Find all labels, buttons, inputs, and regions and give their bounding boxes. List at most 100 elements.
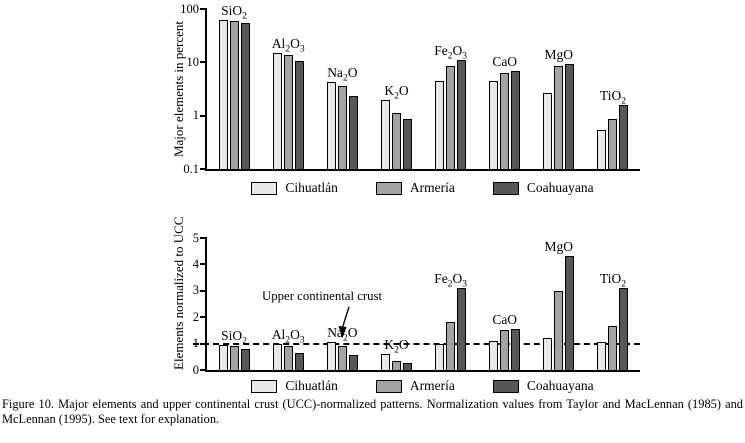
legend-swatch: [251, 181, 278, 195]
legend-label: Cihuatlán: [285, 378, 338, 393]
y-tick: [200, 369, 207, 371]
bar-cao-series3: [511, 329, 521, 370]
category-label-cao: CaO: [492, 53, 518, 69]
y-tick-label: 2: [192, 309, 199, 324]
bar-fe2o3-series2: [446, 66, 456, 169]
bar-na2o-series1: [326, 342, 336, 370]
bar-fe2o3-series3: [457, 288, 467, 370]
legend-label: Armería: [409, 378, 455, 393]
bar-na2o-series2: [337, 346, 347, 370]
y-axis-title-major-elements: Major elements in percent: [171, 20, 186, 158]
bar-cao-series2: [500, 73, 510, 169]
legend-item: Armería: [375, 180, 455, 196]
legend-item: Cihuatlán: [251, 180, 338, 196]
y-tick: [200, 237, 207, 239]
bar-mgo-series1: [543, 92, 553, 169]
legend-item: Armería: [375, 378, 455, 394]
legend-label: Armería: [409, 180, 455, 195]
y-tick-label: 100: [180, 1, 199, 16]
legend-label: Coahuayana: [526, 378, 594, 393]
category-label-mgo: MgO: [544, 46, 574, 62]
bar-cao-series1: [489, 80, 499, 169]
legend-item: Coahuayana: [492, 180, 594, 196]
bar-na2o-series2: [337, 85, 347, 169]
y-tick-label: 0.1: [183, 161, 199, 176]
bar-al2o3-series1: [272, 52, 282, 169]
y-tick-label: 1: [192, 108, 199, 123]
legend-swatch: [492, 181, 519, 195]
bar-fe2o3-series1: [435, 343, 445, 370]
bar-mgo-series1: [543, 338, 553, 370]
bar-cao-series1: [489, 340, 499, 370]
y-tick-label: 10: [186, 54, 200, 69]
bar-al2o3-series3: [294, 352, 304, 370]
category-label-fe2o3: Fe2O3: [434, 271, 467, 290]
category-label-tio2: TiO2: [599, 271, 626, 290]
y-tick-label: 5: [192, 230, 199, 245]
category-label-sio2: SiO2: [221, 327, 247, 347]
category-label-cao: CaO: [492, 312, 518, 328]
legend-top: Cihuatlán Armería Coahuayana: [205, 180, 640, 196]
bar-tio2-series2: [608, 326, 618, 370]
bar-sio2-series2: [229, 346, 239, 370]
legend-item: Coahuayana: [492, 378, 594, 394]
y-tick: [200, 61, 207, 64]
bar-sio2-series1: [218, 19, 228, 169]
bar-al2o3-series2: [283, 55, 293, 169]
bar-k2o-series3: [402, 362, 412, 370]
category-label-k2o: K2O: [384, 82, 409, 102]
category-label-al2o3: Al2O3: [271, 326, 305, 346]
legend-swatch: [375, 379, 402, 393]
category-label-al2o3: Al2O3: [271, 35, 305, 55]
bar-na2o-series1: [326, 82, 336, 169]
bar-mgo-series3: [565, 63, 575, 169]
bar-tio2-series3: [619, 104, 629, 169]
category-label-tio2: TiO2: [599, 87, 626, 107]
bar-mgo-series2: [554, 290, 564, 370]
ucc-reference-line: [193, 342, 640, 345]
bar-na2o-series3: [348, 355, 358, 370]
y-tick-label: 3: [192, 283, 199, 298]
ucc-annotation-arrow-icon: [338, 306, 350, 338]
y-tick: [200, 114, 207, 117]
legend-item: Cihuatlán: [251, 378, 338, 394]
bar-tio2-series1: [597, 129, 607, 169]
legend-swatch: [492, 379, 519, 393]
bar-sio2-series2: [229, 20, 239, 169]
bar-tio2-series3: [619, 288, 629, 370]
bar-k2o-series1: [380, 354, 390, 370]
bar-k2o-series2: [391, 360, 401, 370]
legend-swatch: [375, 181, 402, 195]
legend-swatch: [251, 379, 278, 393]
bar-k2o-series1: [380, 99, 390, 169]
category-label-mgo: MgO: [544, 239, 574, 255]
y-tick-label: 4: [192, 256, 199, 271]
y-tick: [200, 8, 207, 10]
bar-al2o3-series2: [283, 346, 293, 370]
y-tick: [200, 289, 207, 292]
bar-al2o3-series1: [272, 343, 282, 370]
bar-k2o-series3: [402, 119, 412, 169]
bar-sio2-series1: [218, 344, 228, 370]
bar-al2o3-series3: [294, 61, 304, 169]
category-label-k2o: K2O: [384, 337, 409, 356]
category-label-na2o: Na2O: [327, 325, 358, 344]
category-label-sio2: SiO2: [221, 2, 247, 22]
figure-caption: Figure 10. Major elements and upper cont…: [2, 397, 743, 426]
legend-label: Cihuatlán: [285, 180, 338, 195]
y-tick-label: 0: [192, 362, 199, 377]
bar-cao-series3: [511, 70, 521, 169]
bar-fe2o3-series1: [435, 80, 445, 169]
legend-bottom: Cihuatlán Armería Coahuayana: [205, 378, 640, 394]
category-label-fe2o3: Fe2O3: [434, 43, 467, 62]
bar-mgo-series3: [565, 256, 575, 370]
bar-sio2-series3: [240, 348, 250, 370]
bar-sio2-series3: [240, 22, 250, 169]
ucc-normalized-plot: 0 1 2 3 4 5 SiO2 Al2O3 Na2O K2O Fe2O3 CaO MgO TiO2: [193, 231, 640, 377]
bar-k2o-series2: [391, 113, 401, 169]
y-tick: [200, 263, 207, 266]
bar-mgo-series2: [554, 66, 564, 169]
y-tick: [200, 316, 207, 319]
bar-na2o-series3: [348, 96, 358, 169]
